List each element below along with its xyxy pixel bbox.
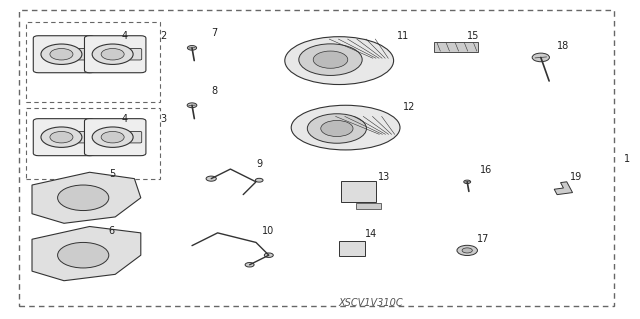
Circle shape	[457, 245, 477, 256]
Text: XSCV1V310C: XSCV1V310C	[339, 298, 403, 308]
Circle shape	[532, 53, 550, 62]
Circle shape	[206, 176, 216, 181]
Circle shape	[299, 44, 362, 75]
Circle shape	[41, 44, 82, 64]
Text: 4: 4	[122, 115, 128, 124]
FancyBboxPatch shape	[33, 36, 95, 73]
FancyBboxPatch shape	[77, 131, 90, 143]
Circle shape	[188, 46, 196, 50]
Circle shape	[321, 121, 353, 137]
Circle shape	[101, 131, 124, 143]
Circle shape	[41, 127, 82, 147]
Text: 15: 15	[467, 32, 479, 41]
Text: 18: 18	[557, 41, 569, 51]
FancyBboxPatch shape	[84, 119, 146, 156]
FancyBboxPatch shape	[339, 241, 365, 256]
Text: 14: 14	[365, 229, 377, 239]
Circle shape	[313, 51, 348, 68]
Text: 1: 1	[624, 154, 630, 165]
FancyBboxPatch shape	[434, 42, 478, 52]
Text: 7: 7	[211, 28, 218, 38]
Polygon shape	[554, 182, 573, 195]
Circle shape	[92, 44, 133, 64]
Circle shape	[307, 114, 367, 143]
Circle shape	[58, 185, 109, 211]
Text: 9: 9	[256, 159, 262, 169]
FancyBboxPatch shape	[129, 131, 141, 143]
Text: 8: 8	[211, 86, 218, 96]
FancyBboxPatch shape	[129, 48, 141, 60]
Polygon shape	[32, 226, 141, 281]
Circle shape	[245, 263, 254, 267]
Circle shape	[264, 253, 273, 257]
Circle shape	[255, 178, 263, 182]
Text: 16: 16	[480, 166, 492, 175]
Text: 13: 13	[378, 172, 390, 182]
Circle shape	[187, 103, 197, 108]
Text: 4: 4	[122, 32, 128, 41]
FancyBboxPatch shape	[77, 48, 90, 60]
Circle shape	[101, 48, 124, 60]
FancyBboxPatch shape	[84, 36, 146, 73]
Text: 6: 6	[109, 226, 115, 236]
Circle shape	[50, 48, 73, 60]
Text: 11: 11	[397, 32, 409, 41]
Text: 17: 17	[477, 234, 489, 244]
Text: 19: 19	[570, 172, 582, 182]
Text: 2: 2	[160, 32, 166, 41]
Circle shape	[58, 242, 109, 268]
Circle shape	[462, 248, 472, 253]
Circle shape	[50, 131, 73, 143]
Circle shape	[92, 127, 133, 147]
FancyBboxPatch shape	[356, 203, 381, 209]
Ellipse shape	[285, 37, 394, 85]
Polygon shape	[32, 172, 141, 223]
Text: 5: 5	[109, 169, 115, 179]
Circle shape	[464, 180, 470, 183]
FancyBboxPatch shape	[341, 181, 376, 202]
Ellipse shape	[291, 105, 400, 150]
Text: 12: 12	[403, 102, 415, 112]
Text: 10: 10	[262, 226, 275, 236]
Text: 3: 3	[160, 115, 166, 124]
FancyBboxPatch shape	[33, 119, 95, 156]
